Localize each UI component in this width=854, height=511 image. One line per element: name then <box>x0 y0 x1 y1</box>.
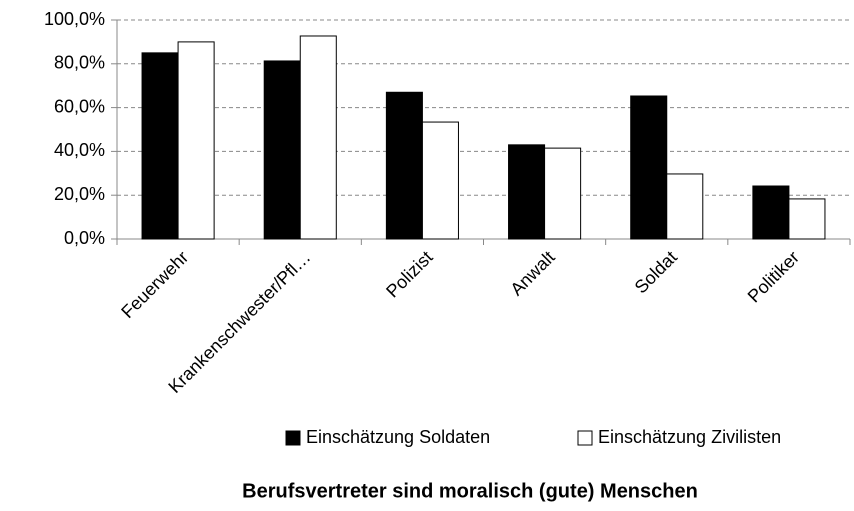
bar <box>263 60 301 240</box>
legend-label: Einschätzung Zivilisten <box>598 427 781 447</box>
chart-title: Berufsvertreter sind moralisch (gute) Me… <box>242 480 698 502</box>
legend-swatch <box>577 430 593 446</box>
x-tick-label: Anwalt <box>506 247 558 299</box>
x-tick-label: Polizist <box>382 247 436 301</box>
bar <box>788 198 826 240</box>
bar <box>385 91 423 240</box>
y-tick-label: 100,0% <box>44 9 105 29</box>
legend: Einschätzung Soldaten Einschätzung Zivili… <box>285 427 781 447</box>
legend-swatch <box>285 430 301 446</box>
legend-label: Einschätzung Soldaten <box>306 427 490 447</box>
x-tick-label: Krankenschwester/Pfl… <box>164 247 314 397</box>
bar <box>141 52 179 240</box>
bar <box>508 144 546 240</box>
bar <box>421 121 459 240</box>
y-tick-label: 40,0% <box>54 140 105 160</box>
bar <box>666 173 704 240</box>
bar <box>630 95 668 240</box>
bar <box>177 41 215 240</box>
x-tick-label: Feuerwehr <box>117 247 192 322</box>
bar <box>544 147 582 240</box>
x-tick-label: Soldat <box>631 247 681 297</box>
x-tick-label: Politiker <box>744 247 803 306</box>
y-tick-label: 20,0% <box>54 184 105 204</box>
y-tick-label: 60,0% <box>54 96 105 116</box>
y-tick-label: 80,0% <box>54 53 105 73</box>
bar <box>752 185 790 240</box>
y-tick-label: 0,0% <box>64 228 105 248</box>
bar <box>299 35 337 240</box>
